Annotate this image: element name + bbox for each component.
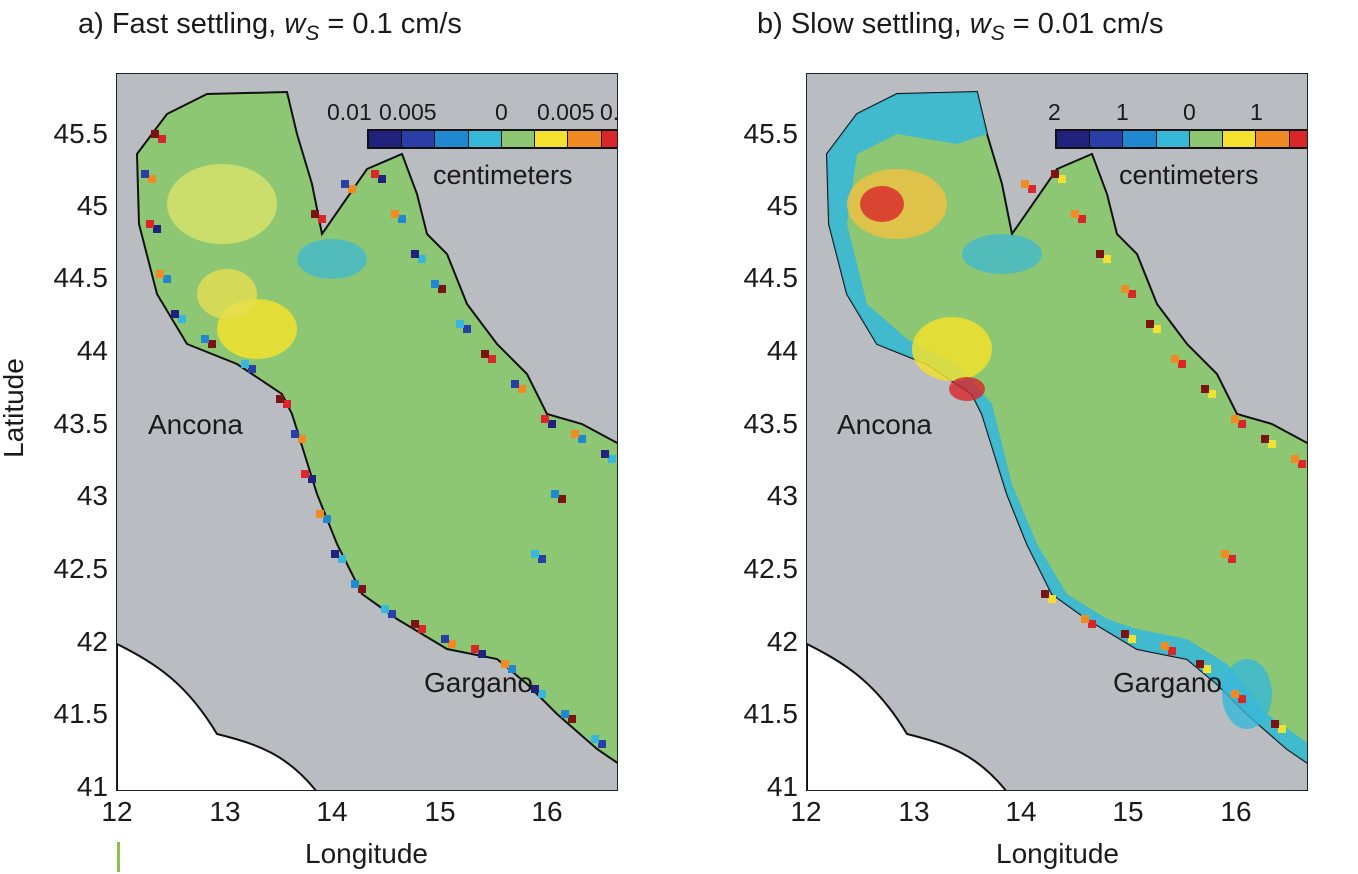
panel-a-map: 0.01 0.005 0 0.005 0.01 centimeters Anco… <box>116 73 618 791</box>
x-tick: 13 <box>209 796 241 827</box>
y-tick: 45 <box>76 190 108 221</box>
panel-b-colorbar-units: centimeters <box>1119 160 1259 190</box>
y-tick: 44.5 <box>53 262 109 293</box>
x-tick: 14 <box>1005 796 1037 827</box>
label-ancona: Ancona <box>148 409 243 440</box>
label-gargano: Gargano <box>424 667 533 698</box>
panel-b-map: 2 1 0 1 2 centimeters Ancona Gargano <box>806 73 1308 791</box>
colorbar-tick: 0.005 <box>379 99 437 125</box>
colorbar-tick: 1 <box>1250 99 1263 125</box>
panel-b-x-axis-title: Longitude <box>996 838 1120 869</box>
x-tick: 13 <box>898 796 930 827</box>
x-tick: 14 <box>316 796 348 827</box>
y-tick: 42 <box>76 626 108 657</box>
x-tick: 12 <box>101 796 133 827</box>
colorbar-tick: 0.005 <box>537 99 595 125</box>
y-tick: 43.5 <box>53 408 109 439</box>
colorbar-tick: 0.01 <box>327 99 372 125</box>
panel-a-x-axis-title: Longitude <box>305 838 429 869</box>
y-tick: 44 <box>766 335 798 366</box>
panel-a-y-axis-title: Latitude <box>0 358 29 458</box>
x-tick: 16 <box>531 796 563 827</box>
green-marker <box>117 842 120 872</box>
panel-a-colorbar-units: centimeters <box>433 160 573 190</box>
colorbar-tick: 0.01 <box>600 99 618 125</box>
label-gargano: Gargano <box>1113 667 1222 698</box>
panel-b-colorbar <box>1055 129 1307 149</box>
y-tick: 41.5 <box>743 698 799 729</box>
panel-a-title: a) Fast settling, wS = 0.1 cm/s <box>78 8 462 45</box>
y-tick: 45 <box>766 190 798 221</box>
x-tick: 16 <box>1220 796 1252 827</box>
panel-b-title: b) Slow settling, wS = 0.01 cm/s <box>757 8 1164 45</box>
y-tick: 43.5 <box>743 408 799 439</box>
x-tick: 12 <box>790 796 822 827</box>
y-tick: 45.5 <box>53 118 109 149</box>
label-ancona: Ancona <box>837 409 932 440</box>
y-tick: 44 <box>76 335 108 366</box>
y-tick: 41.5 <box>53 698 109 729</box>
colorbar-tick: 0 <box>495 99 508 125</box>
panel-a-colorbar <box>367 129 617 149</box>
colorbar-tick: 2 <box>1048 99 1061 125</box>
y-tick: 42.5 <box>743 553 799 584</box>
y-tick: 42.5 <box>53 553 109 584</box>
y-tick: 43 <box>766 480 798 511</box>
y-tick: 41 <box>766 771 798 802</box>
x-tick: 15 <box>1112 796 1144 827</box>
x-tick: 15 <box>424 796 456 827</box>
y-tick: 43 <box>76 480 108 511</box>
y-tick: 42 <box>766 626 798 657</box>
colorbar-tick: 1 <box>1116 99 1129 125</box>
y-tick: 41 <box>76 771 108 802</box>
colorbar-tick: 0 <box>1183 99 1196 125</box>
y-tick: 44.5 <box>743 262 799 293</box>
y-tick: 45.5 <box>743 118 799 149</box>
